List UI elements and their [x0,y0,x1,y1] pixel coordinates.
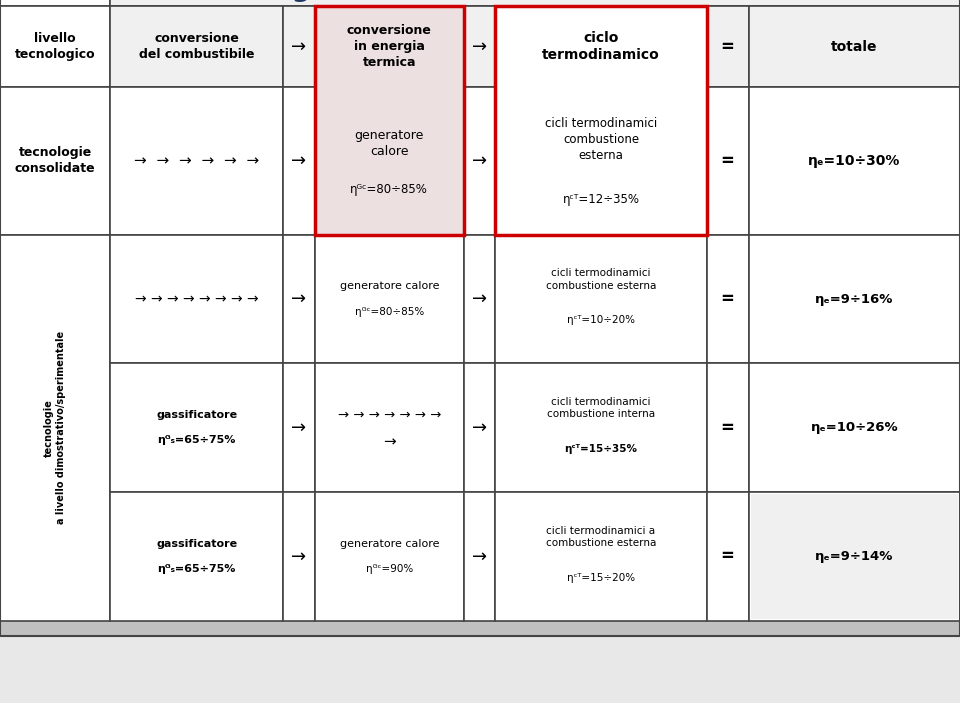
Bar [315,6,464,235]
Bar [110,235,283,363]
Bar [283,492,315,621]
Text: =: = [721,419,734,437]
Bar [464,235,495,363]
Text: ηₑ=9÷16%: ηₑ=9÷16% [815,292,894,306]
Bar [110,0,960,6]
Text: gassificatore: gassificatore [156,538,237,549]
Bar [315,235,464,363]
Text: conversione
in energia
termica: conversione in energia termica [347,24,432,70]
Bar [464,87,495,235]
Text: ηₑ=10÷30%: ηₑ=10÷30% [808,154,900,168]
Text: →: → [472,152,487,170]
Text: →: → [292,152,306,170]
Text: ηₑ=10÷26%: ηₑ=10÷26% [810,421,899,434]
Bar [110,6,283,87]
Bar [315,363,464,492]
Text: ηᴳᶜ=80÷85%: ηᴳᶜ=80÷85% [350,183,428,195]
Text: ηᴳᶜ=80÷85%: ηᴳᶜ=80÷85% [354,307,424,317]
Text: generatore calore: generatore calore [340,538,439,549]
Bar [749,235,960,363]
Text: ηᶜᵀ=12÷35%: ηᶜᵀ=12÷35% [563,193,639,206]
Text: generatore calore: generatore calore [340,281,439,292]
Text: ηᴳᶜ=90%: ηᴳᶜ=90% [366,564,413,574]
Text: →: → [292,38,306,56]
Text: ηᶜᵀ=15÷35%: ηᶜᵀ=15÷35% [564,444,637,454]
Bar [110,492,283,621]
Text: ciclo
termodinamico: ciclo termodinamico [542,31,660,63]
Bar [707,6,749,87]
Bar [749,6,960,87]
Text: =: = [721,38,734,56]
Text: tecnologie
consolidate: tecnologie consolidate [15,146,95,176]
Text: =: = [721,152,734,170]
Text: ηᶜᵀ=15÷20%: ηᶜᵀ=15÷20% [567,572,635,583]
Bar [283,87,315,235]
Text: cicli termodinamici
combustione interna: cicli termodinamici combustione interna [547,397,655,419]
Text: Produzione di energia da biomasse: Produzione di energia da biomasse [14,0,536,2]
Text: → → → → → → →: → → → → → → → [338,408,441,422]
Bar [0,636,960,703]
Bar [707,235,749,363]
Bar [751,494,958,619]
Bar [464,492,495,621]
Text: → → → → → → → →: → → → → → → → → [135,292,258,306]
Text: cicli termodinamici
combustione
esterna: cicli termodinamici combustione esterna [545,117,657,162]
Bar [495,6,707,235]
Bar [110,87,283,235]
Text: ηᶜᵀ=10÷20%: ηᶜᵀ=10÷20% [567,315,635,325]
Bar [495,235,707,363]
Text: generatore
calore: generatore calore [354,129,424,158]
Text: =: = [721,548,734,565]
Bar [315,492,464,621]
Text: →: → [292,290,306,308]
Text: ηᴳₛ=65÷75%: ηᴳₛ=65÷75% [157,435,236,446]
Bar [749,87,960,235]
Bar [283,235,315,363]
Bar [0,0,110,6]
Text: →: → [292,548,306,565]
Bar [464,6,495,87]
Text: →: → [472,419,487,437]
Bar [464,363,495,492]
Text: gassificatore: gassificatore [156,410,237,420]
Text: →  →  →  →  →  →: → → → → → → [134,153,259,169]
Bar [749,492,960,621]
Bar [495,492,707,621]
Bar [0,6,110,87]
Bar [0,235,110,621]
Bar [110,363,283,492]
Bar [749,363,960,492]
Text: →: → [383,434,396,449]
Bar [283,6,315,87]
Bar [707,492,749,621]
Bar [495,363,707,492]
Text: →: → [292,419,306,437]
Text: conversione
del combustibile: conversione del combustibile [139,32,254,61]
Text: =: = [721,290,734,308]
Text: →: → [472,290,487,308]
Text: cicli termodinamici a
combustione esterna: cicli termodinamici a combustione estern… [546,526,656,548]
Bar [707,363,749,492]
Bar [707,87,749,235]
Bar [0,621,960,636]
Text: livello
tecnologico: livello tecnologico [15,32,95,61]
Text: tecnologie
a livello dimostrativo/sperimentale: tecnologie a livello dimostrativo/sperim… [44,331,66,524]
Text: ηₑ=9÷14%: ηₑ=9÷14% [815,550,894,563]
Bar [0,87,110,235]
Text: cicli termodinamici
combustione esterna: cicli termodinamici combustione esterna [546,269,656,290]
Text: totale: totale [831,40,877,53]
Text: ηᴳₛ=65÷75%: ηᴳₛ=65÷75% [157,564,236,574]
Text: →: → [472,38,487,56]
Bar [283,363,315,492]
Text: →: → [472,548,487,565]
